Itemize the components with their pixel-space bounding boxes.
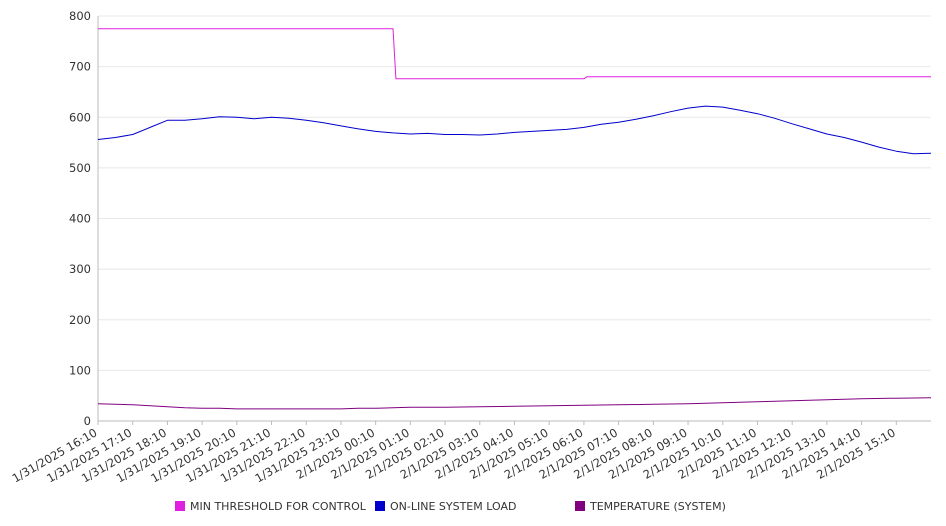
y-tick-label: 500 <box>69 161 91 175</box>
legend-swatch-temperature <box>575 501 585 511</box>
y-tick-label: 100 <box>69 363 91 377</box>
y-tick-labels: 0 100 200 300 400 500 600 700 800 <box>69 9 91 428</box>
legend: MIN THRESHOLD FOR CONTROL ON-LINE SYSTEM… <box>0 497 946 515</box>
legend-label-temperature: TEMPERATURE (SYSTEM) <box>590 499 726 513</box>
series-line-temperature-system <box>97 397 932 410</box>
y-tick-label: 600 <box>69 110 91 124</box>
legend-item-temperature[interactable]: TEMPERATURE (SYSTEM) <box>575 497 726 515</box>
legend-swatch-system-load <box>375 501 385 511</box>
y-tick-label: 300 <box>69 262 91 276</box>
legend-label-min-threshold: MIN THRESHOLD FOR CONTROL <box>190 499 366 513</box>
series-line-on-line-system-load <box>97 105 932 155</box>
legend-item-min-threshold[interactable]: MIN THRESHOLD FOR CONTROL <box>175 497 366 515</box>
series-line-min-threshold-for-control <box>98 28 931 80</box>
y-tick-label: 0 <box>84 414 91 428</box>
legend-item-system-load[interactable]: ON-LINE SYSTEM LOAD <box>375 497 516 515</box>
y-tick-label: 200 <box>69 313 91 327</box>
y-tick-label: 400 <box>69 212 91 226</box>
y-tick-label: 700 <box>69 60 91 74</box>
legend-swatch-min-threshold <box>175 501 185 511</box>
series-lines <box>97 28 932 410</box>
y-tick-label: 800 <box>69 9 91 23</box>
legend-label-system-load: ON-LINE SYSTEM LOAD <box>390 499 517 513</box>
x-tick-labels: 1/31/2025 16:101/31/2025 17:101/31/2025 … <box>10 425 898 485</box>
gridlines <box>98 15 931 371</box>
axes <box>97 16 931 425</box>
